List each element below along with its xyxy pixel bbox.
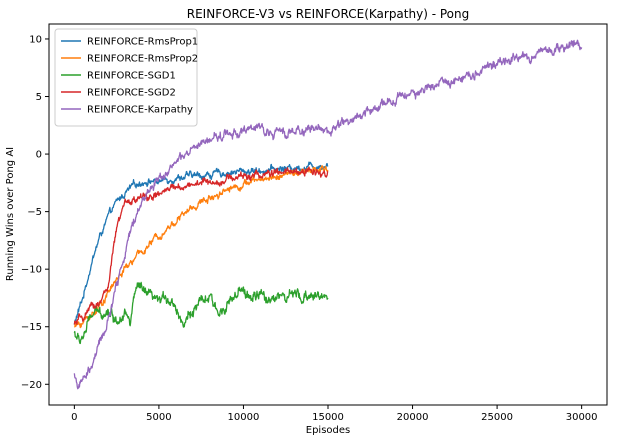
x-tick-label: 15000 [312, 412, 344, 423]
x-axis: 0 5000 10000 15000 20000 25000 30000 [71, 405, 598, 423]
y-axis: −20 −15 −10 −5 0 5 10 [21, 34, 49, 391]
y-tick-label: −15 [21, 322, 42, 333]
x-tick-label: 5000 [146, 412, 171, 423]
x-tick-label: 10000 [228, 412, 260, 423]
x-tick-label: 20000 [397, 412, 429, 423]
x-tick-label: 25000 [481, 412, 513, 423]
y-tick-label: 10 [29, 34, 42, 45]
y-tick-label: 0 [36, 150, 42, 161]
legend-box [54, 28, 198, 127]
legend-entry: REINFORCE-SGD1 [87, 71, 176, 82]
series-line-reinforce-karpathy [73, 39, 583, 390]
chart-title: REINFORCE-V3 vs REINFORCE(Karpathy) - Po… [187, 7, 469, 21]
y-tick-label: −5 [27, 207, 42, 218]
x-axis-label: Episodes [306, 425, 350, 436]
y-tick-label: 5 [36, 92, 42, 103]
legend-entry: REINFORCE-RmsProp1 [87, 37, 198, 48]
series-line-reinforce-sgd2 [73, 166, 329, 325]
legend-entry: REINFORCE-Karpathy [87, 105, 193, 116]
legend: REINFORCE-RmsProp1 REINFORCE-RmsProp2 REIN… [54, 28, 198, 127]
series-line-reinforce-sgd1 [73, 281, 329, 345]
y-axis-label: Running Wins over Pong AI [5, 147, 16, 281]
legend-entry: REINFORCE-RmsProp2 [87, 54, 198, 65]
series-line-reinforce-rmsprop1 [73, 161, 329, 325]
series-layer [73, 39, 583, 390]
x-tick-label: 0 [71, 412, 77, 423]
y-tick-label: −20 [21, 380, 42, 391]
y-tick-label: −10 [21, 265, 42, 276]
legend-entry: REINFORCE-SGD2 [87, 88, 176, 99]
x-tick-label: 30000 [566, 412, 598, 423]
